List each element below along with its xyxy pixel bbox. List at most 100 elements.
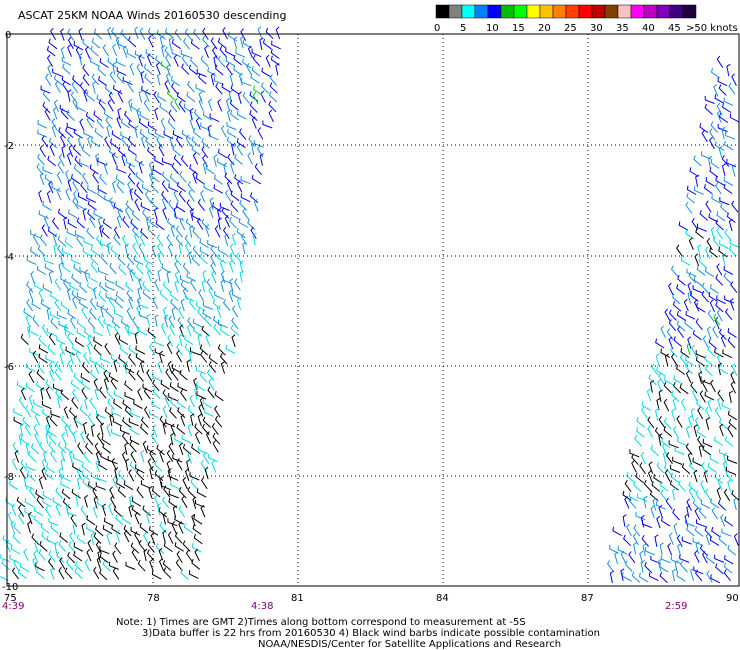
wind-barb bbox=[26, 256, 37, 265]
wind-barb bbox=[136, 107, 141, 121]
wind-barb bbox=[136, 262, 144, 275]
wind-barb bbox=[200, 504, 206, 518]
wind-barb bbox=[676, 364, 685, 375]
wind-barb bbox=[32, 557, 37, 570]
wind-barb bbox=[662, 451, 667, 464]
wind-barb bbox=[672, 397, 677, 411]
wind-barb bbox=[136, 486, 144, 499]
wind-barb bbox=[137, 286, 142, 300]
wind-barb bbox=[112, 84, 123, 95]
wind-barb bbox=[170, 481, 181, 490]
wind-barb bbox=[114, 332, 121, 345]
wind-barb bbox=[225, 47, 235, 57]
wind-barb bbox=[676, 244, 683, 257]
wind-barb bbox=[134, 26, 139, 40]
wind-barb bbox=[81, 379, 91, 390]
wind-barb bbox=[39, 234, 48, 247]
wind-barb bbox=[133, 256, 144, 266]
wind-barb bbox=[707, 462, 717, 473]
wind-barb bbox=[151, 399, 161, 410]
wind-barb bbox=[71, 81, 79, 94]
wind-barb bbox=[109, 262, 117, 275]
wind-barb bbox=[704, 355, 714, 366]
wind-barb bbox=[686, 525, 695, 537]
wind-barb bbox=[720, 202, 729, 214]
wind-barb bbox=[93, 566, 100, 580]
y-tick-label: -2 bbox=[4, 141, 14, 152]
wind-barb bbox=[684, 319, 694, 330]
wind-barb bbox=[214, 405, 221, 418]
wind-barb bbox=[176, 423, 186, 435]
wind-barb bbox=[117, 470, 126, 482]
wind-barb bbox=[155, 543, 165, 554]
wind-barb bbox=[84, 494, 89, 508]
wind-barb bbox=[35, 489, 45, 500]
wind-barb bbox=[181, 54, 189, 67]
wind-barb bbox=[154, 156, 164, 166]
wind-barb bbox=[624, 496, 630, 509]
wind-barb bbox=[235, 252, 243, 265]
wind-barb bbox=[126, 253, 135, 265]
wind-barb bbox=[701, 282, 710, 295]
wind-barb bbox=[124, 243, 129, 256]
wind-barb bbox=[154, 278, 160, 292]
wind-barb bbox=[164, 46, 172, 59]
wind-barb bbox=[138, 118, 148, 129]
wind-barb bbox=[151, 244, 156, 258]
wind-barb bbox=[145, 137, 154, 148]
wind-barb bbox=[213, 55, 218, 68]
wind-barb bbox=[54, 278, 62, 291]
wind-barb bbox=[62, 262, 72, 273]
wind-barb bbox=[114, 542, 122, 555]
wind-barb bbox=[730, 381, 736, 394]
legend-swatch bbox=[526, 4, 541, 19]
wind-barb bbox=[229, 278, 234, 291]
wind-barb bbox=[58, 566, 65, 580]
wind-barb bbox=[186, 324, 192, 337]
legend-swatch bbox=[591, 4, 606, 19]
wind-barb bbox=[689, 291, 699, 302]
wind-barb bbox=[660, 325, 667, 338]
wind-barb bbox=[86, 227, 95, 240]
wind-barb bbox=[164, 80, 170, 93]
wind-barb bbox=[696, 302, 706, 313]
wind-barb bbox=[706, 326, 712, 339]
x-tick-label: 90 bbox=[726, 593, 739, 604]
wind-barb bbox=[191, 513, 196, 527]
wind-barb bbox=[86, 548, 92, 562]
wind-barb bbox=[260, 90, 267, 103]
wind-barb bbox=[98, 75, 108, 87]
wind-barb bbox=[73, 430, 78, 444]
wind-barb bbox=[140, 228, 149, 240]
wind-barb bbox=[180, 413, 186, 427]
wind-barb bbox=[651, 481, 661, 492]
wind-barb bbox=[693, 550, 700, 563]
wind-barb bbox=[195, 117, 201, 130]
wind-barb bbox=[208, 354, 218, 365]
wind-barb bbox=[28, 450, 37, 462]
wind-barb bbox=[130, 542, 140, 554]
wind-barb bbox=[159, 521, 167, 534]
wind-barb bbox=[713, 313, 721, 326]
wind-barb bbox=[710, 121, 719, 134]
wind-barb bbox=[214, 415, 223, 428]
y-axis-labels: 0 -2 -4 -6 -8 -10 bbox=[2, 30, 18, 593]
wind-barb bbox=[695, 174, 700, 187]
wind-barb bbox=[102, 524, 113, 535]
wind-barb bbox=[208, 453, 219, 463]
wind-barb bbox=[158, 143, 165, 157]
wind-barb bbox=[171, 521, 177, 534]
wind-barb bbox=[176, 202, 186, 213]
wind-barb bbox=[261, 67, 271, 78]
wind-barb bbox=[90, 261, 98, 274]
wind-barb bbox=[163, 541, 173, 553]
wind-barb bbox=[41, 400, 52, 410]
wind-barb bbox=[128, 368, 136, 381]
wind-barb bbox=[102, 503, 107, 517]
wind-barb bbox=[688, 487, 695, 500]
wind-barb bbox=[110, 354, 120, 365]
wind-barb bbox=[709, 536, 720, 546]
wind-barb bbox=[183, 523, 193, 534]
wind-barb bbox=[83, 237, 94, 247]
wind-barb bbox=[189, 164, 199, 175]
